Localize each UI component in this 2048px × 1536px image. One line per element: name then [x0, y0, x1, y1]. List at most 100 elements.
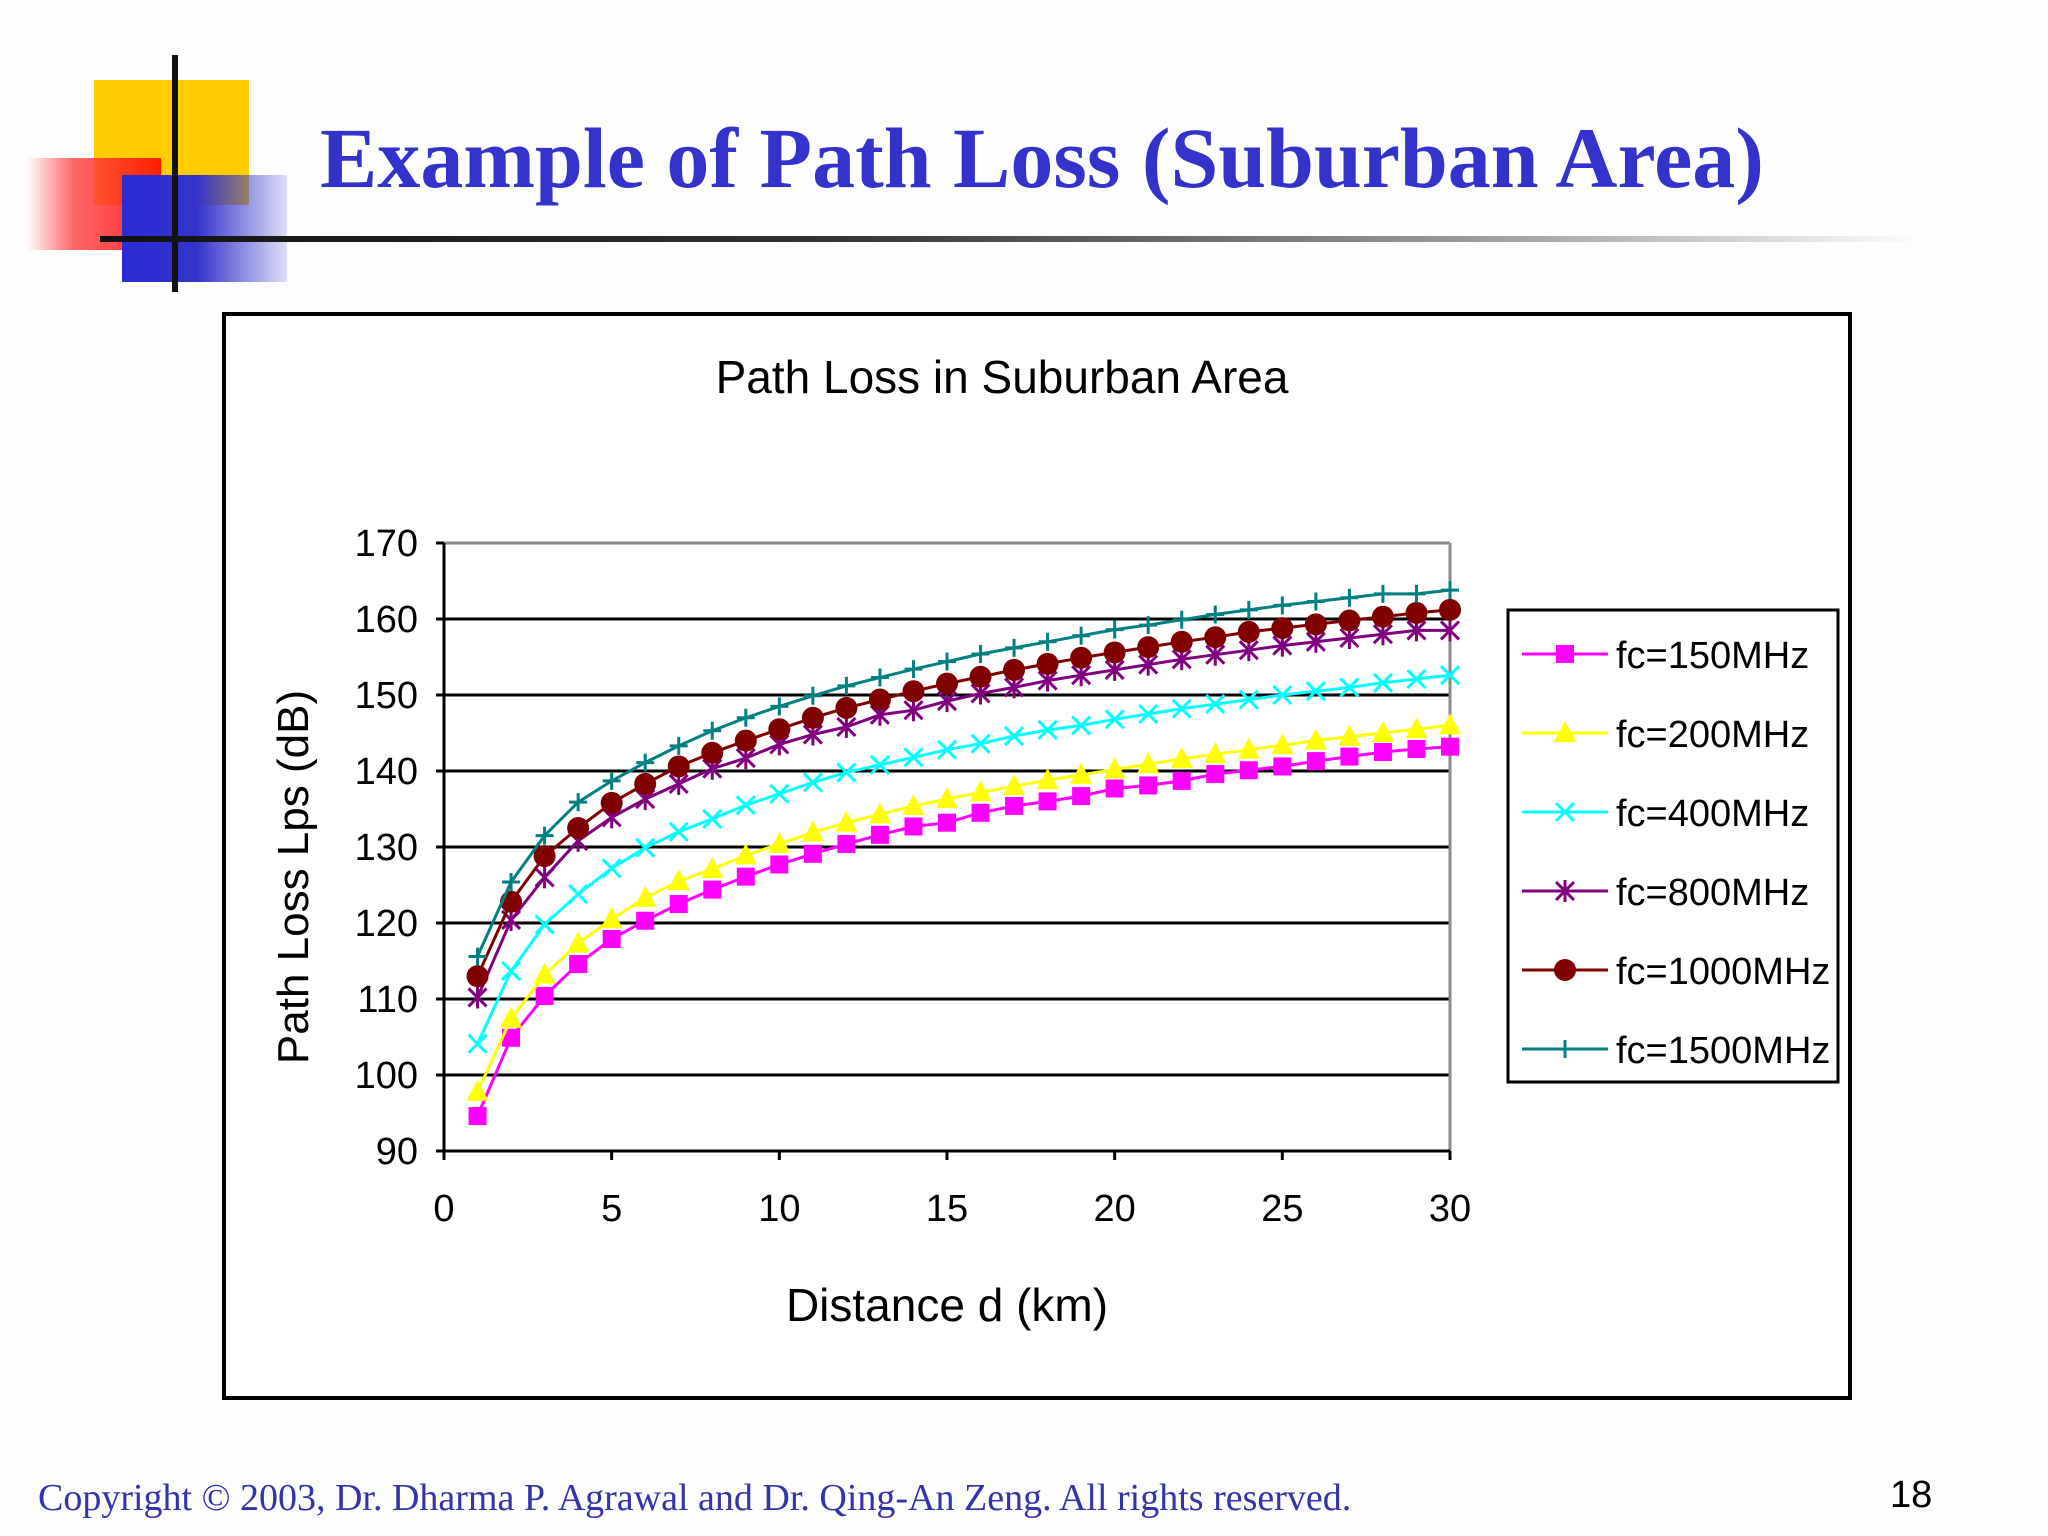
- data-point-4: [533, 845, 556, 868]
- data-point-1: [902, 793, 925, 815]
- data-point-1: [768, 831, 791, 853]
- data-point-2: [601, 858, 622, 879]
- page-number: 18: [1890, 1474, 1933, 1516]
- data-point-4: [1271, 617, 1294, 640]
- data-point-2: [936, 739, 958, 760]
- data-point-2: [1205, 694, 1226, 715]
- data-point-0: [569, 955, 588, 974]
- data-point-4: [1170, 630, 1193, 653]
- data-point-1: [567, 931, 590, 953]
- data-point-5: [770, 697, 789, 716]
- data-point-2: [702, 808, 723, 829]
- data-point-1: [868, 802, 891, 824]
- data-point-3: [534, 866, 555, 889]
- data-point-4: [1070, 646, 1093, 669]
- data-point-1: [1237, 737, 1260, 759]
- x-tick-label: 5: [601, 1188, 622, 1230]
- legend-label-1: fc=200MHz: [1616, 714, 1809, 756]
- data-point-2: [1372, 672, 1393, 693]
- data-point-1: [936, 787, 958, 809]
- data-point-2: [735, 795, 756, 816]
- data-point-0: [904, 817, 923, 836]
- data-point-0: [1172, 771, 1191, 790]
- legend-label-0: fc=150MHz: [1616, 635, 1809, 677]
- x-tick-label: 10: [758, 1188, 800, 1230]
- data-point-4: [801, 706, 824, 729]
- data-point-0: [1139, 776, 1158, 795]
- data-point-5: [837, 676, 856, 695]
- data-point-1: [734, 843, 757, 865]
- data-point-1: [835, 810, 858, 832]
- data-point-5: [569, 793, 588, 812]
- data-point-0: [870, 825, 889, 844]
- data-point-2: [1339, 677, 1360, 698]
- data-point-5: [669, 736, 688, 755]
- data-point-0: [502, 1028, 521, 1047]
- data-point-2: [1138, 703, 1159, 725]
- data-point-4: [567, 817, 590, 839]
- data-point-5: [1273, 596, 1292, 615]
- data-point-5: [803, 686, 822, 705]
- data-point-1: [1204, 742, 1227, 764]
- data-point-0: [1407, 739, 1426, 758]
- data-point-1: [1036, 768, 1059, 790]
- data-point-0: [1105, 779, 1124, 798]
- data-point-5: [1373, 584, 1392, 603]
- data-point-4: [734, 729, 757, 752]
- data-point-0: [1005, 796, 1024, 815]
- slide-title: Example of Path Loss (Suburban Area): [320, 110, 1764, 206]
- data-point-5: [703, 721, 722, 740]
- data-point-1: [533, 962, 556, 984]
- data-point-4: [1338, 609, 1361, 632]
- data-point-0: [1038, 792, 1057, 811]
- data-point-4: [1204, 626, 1227, 649]
- data-point-0: [1441, 737, 1459, 756]
- data-point-1: [1304, 728, 1327, 750]
- data-point-2: [1439, 665, 1461, 686]
- data-point-1: [1405, 717, 1428, 739]
- data-point-2: [1171, 698, 1192, 719]
- y-tick-label: 110: [357, 979, 418, 1021]
- data-point-4: [1237, 620, 1260, 643]
- data-point-2: [1305, 681, 1326, 702]
- legend-marker-5: [1556, 1040, 1574, 1058]
- data-point-2: [836, 762, 857, 783]
- data-point-2: [1004, 725, 1025, 747]
- data-point-5: [938, 652, 956, 671]
- legend-label-2: fc=400MHz: [1616, 793, 1809, 835]
- data-point-4: [667, 755, 690, 778]
- data-point-5: [904, 660, 923, 679]
- title-underline: [100, 236, 1920, 242]
- data-point-0: [703, 880, 722, 899]
- data-point-0: [535, 986, 554, 1005]
- data-point-0: [636, 911, 655, 930]
- data-point-1: [466, 1079, 489, 1101]
- data-point-5: [1105, 620, 1124, 639]
- data-point-5: [971, 644, 990, 663]
- data-point-4: [1304, 613, 1327, 636]
- data-point-0: [971, 803, 990, 822]
- decor-vertical-line: [172, 55, 178, 292]
- data-point-4: [835, 696, 858, 719]
- y-tick-label: 150: [355, 675, 418, 717]
- data-point-4: [1036, 652, 1059, 675]
- data-point-4: [1003, 658, 1026, 681]
- data-point-0: [1206, 765, 1225, 784]
- x-tick-label: 30: [1429, 1188, 1471, 1230]
- data-point-2: [903, 747, 924, 768]
- decor-blue-square: [122, 175, 287, 282]
- data-point-1: [1371, 721, 1394, 742]
- data-point-5: [1072, 626, 1091, 645]
- data-point-3: [467, 986, 488, 1009]
- data-point-0: [1373, 743, 1392, 761]
- data-point-1: [1271, 733, 1294, 755]
- data-point-5: [1139, 616, 1158, 635]
- x-tick-label: 20: [1094, 1188, 1136, 1230]
- data-point-4: [868, 688, 891, 711]
- data-point-5: [1206, 605, 1225, 624]
- series-line-2: [476, 673, 1451, 1045]
- data-point-5: [1239, 600, 1258, 619]
- series-line-0: [476, 745, 1451, 1117]
- data-point-5: [502, 872, 521, 891]
- data-point-5: [535, 826, 554, 845]
